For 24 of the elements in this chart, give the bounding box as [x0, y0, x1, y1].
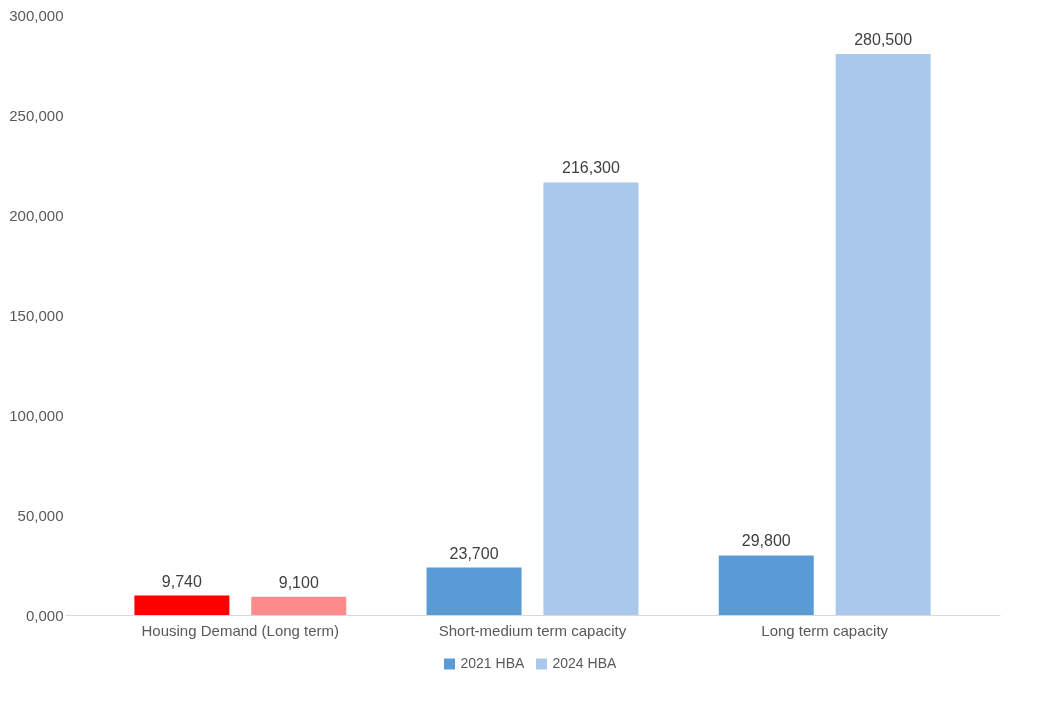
data-label: 280,500 [854, 31, 913, 48]
bar [543, 182, 639, 615]
legend-label: 2024 HBA [552, 655, 617, 671]
y-tick-label: 100,000 [9, 406, 64, 424]
bar [251, 596, 347, 615]
y-tick-label: 150,000 [9, 306, 64, 324]
y-tick-label: 200,000 [9, 206, 64, 224]
bar [835, 54, 931, 615]
y-tick-label: 50,000 [17, 506, 64, 524]
data-label: 9,740 [161, 572, 202, 590]
x-tick-label: Short-medium term capacity [438, 621, 627, 639]
x-tick-label: Housing Demand (Long term) [141, 621, 340, 639]
data-label: 216,300 [562, 159, 620, 177]
bar [134, 595, 230, 615]
legend-label: 2021 HBA [460, 655, 525, 671]
bar [426, 567, 522, 615]
data-label: 9,100 [278, 573, 319, 591]
bar [718, 555, 814, 615]
y-tick-label: 300,000 [9, 6, 64, 24]
data-label: 29,800 [741, 532, 791, 550]
y-tick-label: 0,000 [25, 606, 64, 624]
y-tick-label: 250,000 [9, 106, 64, 124]
data-label: 23,700 [449, 544, 499, 562]
x-tick-label: Long term capacity [761, 621, 889, 639]
